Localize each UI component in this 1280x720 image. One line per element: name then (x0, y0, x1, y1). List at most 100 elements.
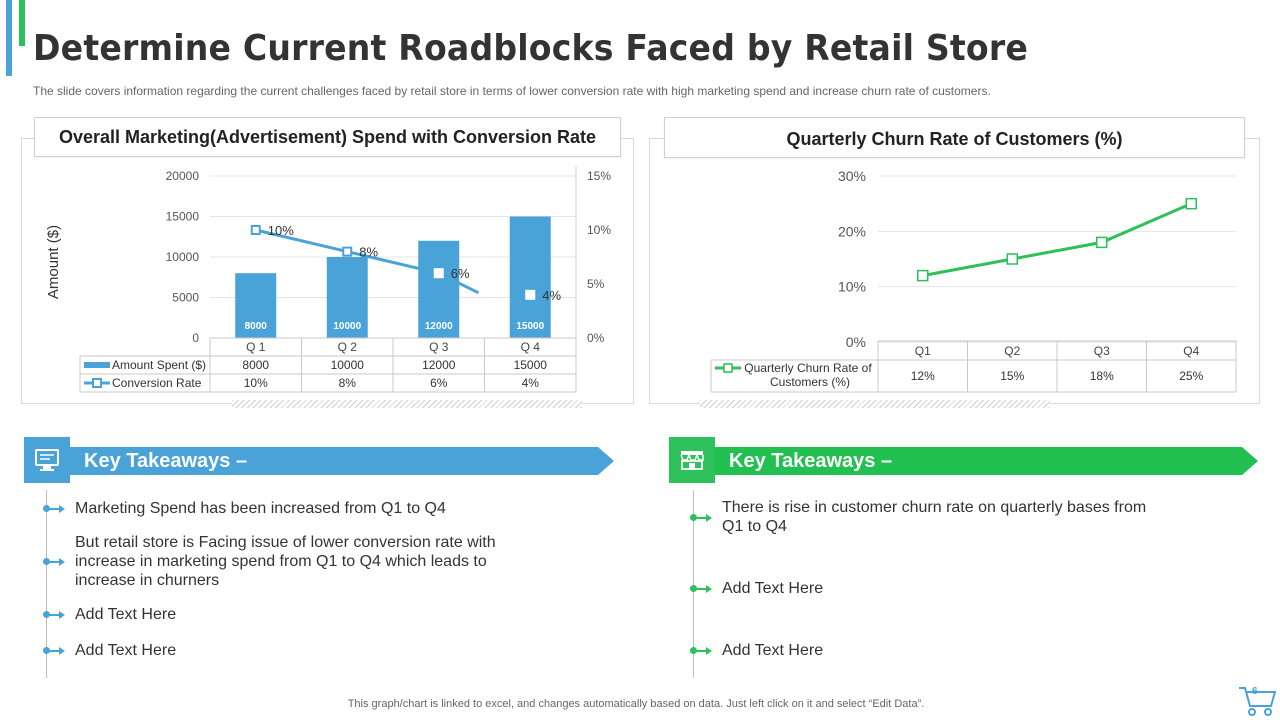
bar-value-label: 8000 (245, 321, 268, 332)
bullet-arrow (49, 611, 65, 619)
conversion-rate-line (255, 228, 480, 295)
conversion-marker (525, 289, 536, 300)
y2-tick-label: 5% (587, 277, 605, 291)
y-tick-label: 20000 (166, 169, 200, 183)
right-chart-title: Quarterly Churn Rate of Customers (%) (664, 117, 1245, 158)
bar (509, 216, 551, 338)
table-cell: 8% (339, 376, 357, 390)
x-category-label: Q2 (1004, 344, 1020, 358)
table-cell: 12% (911, 369, 935, 383)
right-timeline (693, 490, 694, 678)
store-icon-box (669, 437, 715, 483)
legend-marker (723, 363, 733, 373)
conversion-marker (342, 246, 353, 257)
legend-bar-swatch (84, 362, 110, 368)
y-tick-label: 20% (838, 223, 866, 239)
footer-note: This graph/chart is linked to excel, and… (347, 698, 925, 710)
left-chart-title: Overall Marketing(Advertisement) Spend w… (34, 117, 621, 157)
bullet-text: Marketing Spend has been increased from … (75, 500, 446, 517)
bar (235, 273, 277, 338)
bullet-arrow (49, 505, 65, 513)
y-tick-label: 10% (838, 279, 866, 295)
bullet-text: But retail store is Facing issue of lowe… (75, 534, 496, 589)
right-takeaways-band: Key Takeaways – (715, 447, 1258, 475)
bullet-dot (690, 514, 697, 521)
bar (326, 257, 368, 338)
churn-marker (1096, 236, 1108, 249)
bullet-dot (43, 558, 50, 565)
bar-value-label: 10000 (333, 321, 361, 332)
y-tick-label: 10000 (166, 250, 200, 264)
y2-tick-label: 0% (587, 331, 605, 345)
store-icon (680, 451, 704, 470)
bullet-text: Add Text Here (722, 580, 824, 597)
accent-bar-green (19, 0, 25, 46)
churn-marker (1185, 197, 1197, 210)
churn-marker (917, 269, 929, 282)
legend-label: Conversion Rate (112, 376, 202, 390)
monitor-icon-box (24, 437, 70, 483)
table-cell: 15% (1000, 369, 1024, 383)
accent-bar-blue (6, 0, 12, 76)
y2-tick-label: 10% (587, 223, 611, 237)
bullet-dot (690, 585, 697, 592)
x-category-label: Q1 (915, 344, 931, 358)
bullet-dot (690, 647, 697, 654)
y-tick-label: 5000 (172, 291, 199, 305)
bar (418, 240, 460, 338)
bullet-text: Add Text Here (75, 606, 177, 623)
bullet-arrow (696, 585, 712, 593)
legend-label: Customers (%) (770, 375, 850, 389)
x-category-label: Q3 (1094, 344, 1110, 358)
bullet-arrow (49, 558, 65, 566)
x-category-label: Q4 (1183, 344, 1199, 358)
y-axis-label: Amount ($) (45, 225, 62, 299)
churn-rate-line (922, 202, 1192, 278)
conversion-label: 4% (542, 288, 561, 303)
bullet-text: Add Text Here (722, 642, 824, 659)
right-takeaways-heading: Key Takeaways – (729, 450, 893, 472)
conversion-label: 10% (268, 223, 294, 238)
page-title: Determine Current Roadblocks Faced by Re… (33, 28, 1029, 69)
y-tick-label: 15000 (166, 210, 200, 224)
conversion-label: 8% (359, 245, 378, 260)
y2-tick-label: 15% (587, 169, 611, 183)
bullet-arrow (696, 647, 712, 655)
left-takeaways-band: Key Takeaways – (70, 447, 614, 475)
bullet-text: There is rise in customer churn rate on … (722, 499, 1147, 535)
bullet-arrow (696, 514, 712, 522)
bullet-arrow (49, 647, 65, 655)
bullet-dot (43, 647, 50, 654)
legend-label: Amount Spent ($) (112, 358, 206, 372)
monitor-icon (35, 449, 59, 471)
bar-value-label: 12000 (425, 321, 453, 332)
y-tick-label: 30% (838, 168, 866, 184)
table-cell: 6% (430, 376, 448, 390)
table-cell: 4% (522, 376, 540, 390)
table-cell: 25% (1179, 369, 1203, 383)
conversion-marker (250, 225, 261, 235)
x-category-label: Q 3 (429, 340, 449, 354)
page-subtitle: The slide covers information regarding t… (33, 84, 991, 98)
table-cell: 15000 (514, 358, 548, 372)
left-takeaways-heading: Key Takeaways – (84, 450, 248, 472)
y-tick-label: 0 (192, 331, 199, 345)
table-cell: 8000 (242, 358, 269, 372)
table-cell: 18% (1090, 369, 1114, 383)
x-category-label: Q 2 (338, 340, 358, 354)
conversion-label: 6% (451, 266, 470, 281)
left-chart-shadow (232, 400, 582, 408)
right-chart-shadow (700, 400, 1050, 408)
bullet-dot (43, 505, 50, 512)
x-category-label: Q 4 (521, 340, 541, 354)
churn-marker (1006, 253, 1018, 265)
x-category-label: Q 1 (246, 340, 266, 354)
bullet-dot (43, 611, 50, 618)
conversion-marker (433, 268, 444, 279)
table-cell: 10000 (331, 358, 365, 372)
bar-value-label: 15000 (516, 321, 544, 332)
left-timeline (46, 490, 47, 678)
bullet-text: Add Text Here (75, 642, 177, 659)
